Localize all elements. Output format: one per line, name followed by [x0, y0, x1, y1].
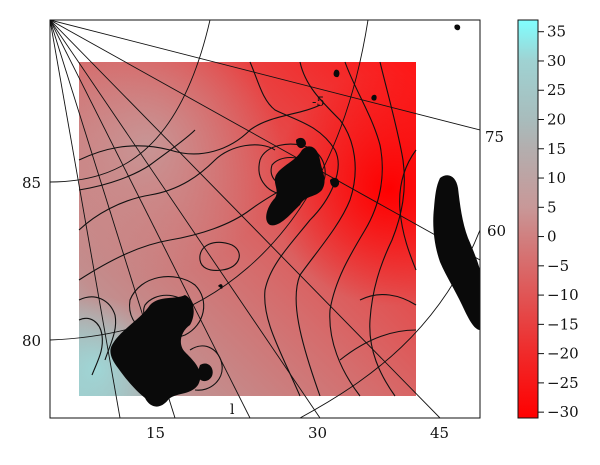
graticule	[50, 20, 480, 418]
map-border	[49, 19, 481, 419]
novaya-zemlya	[433, 175, 480, 330]
colorbar-tick-label: −10	[547, 286, 579, 304]
lon-label-15: 15	[146, 424, 165, 442]
contour-label: -5	[312, 95, 325, 110]
colorbar-tick-label: −25	[547, 374, 579, 392]
colorbar-bar	[517, 19, 539, 419]
colorbar-ticks: 35 30 25 20 15 10 5 0 −5 −10 −15 −20 −25 −30	[538, 23, 579, 421]
latitude-labels: 85 80 75 60	[22, 128, 506, 350]
map-panel: -5 l	[50, 20, 480, 418]
lon-label-30: 30	[308, 424, 327, 442]
svalbard-landmass	[110, 295, 201, 407]
colorbar-tick-label: 35	[547, 23, 566, 41]
lat-label-85: 85	[22, 174, 41, 192]
colorbar-tick-label: −15	[547, 315, 579, 333]
colorbar-tick-label: 25	[547, 81, 566, 99]
lat-label-60: 60	[487, 222, 506, 240]
colorbar: 35 30 25 20 15 10 5 0 −5 −10 −15 −20 −25 −30	[517, 19, 579, 421]
colorbar-tick-label: −30	[547, 403, 579, 421]
map-glyph: l	[230, 402, 235, 418]
franz-josef-land	[266, 146, 325, 226]
colorbar-tick-label: −5	[547, 257, 569, 275]
colorbar-tick-label: 5	[547, 198, 557, 216]
lat-label-75: 75	[485, 128, 504, 146]
longitude-labels: 15 30 45	[146, 424, 449, 442]
colorbar-tick-label: −20	[547, 345, 579, 363]
colorbar-tick-label: 20	[547, 111, 566, 129]
colorbar-tick-label: 0	[547, 228, 557, 246]
colorbar-tick-label: 30	[547, 52, 566, 70]
colorbar-tick-label: 15	[547, 140, 566, 158]
land-masses	[110, 24, 480, 407]
lon-label-45: 45	[430, 424, 449, 442]
colorbar-tick-label: 10	[547, 169, 566, 187]
lat-label-80: 80	[22, 332, 41, 350]
